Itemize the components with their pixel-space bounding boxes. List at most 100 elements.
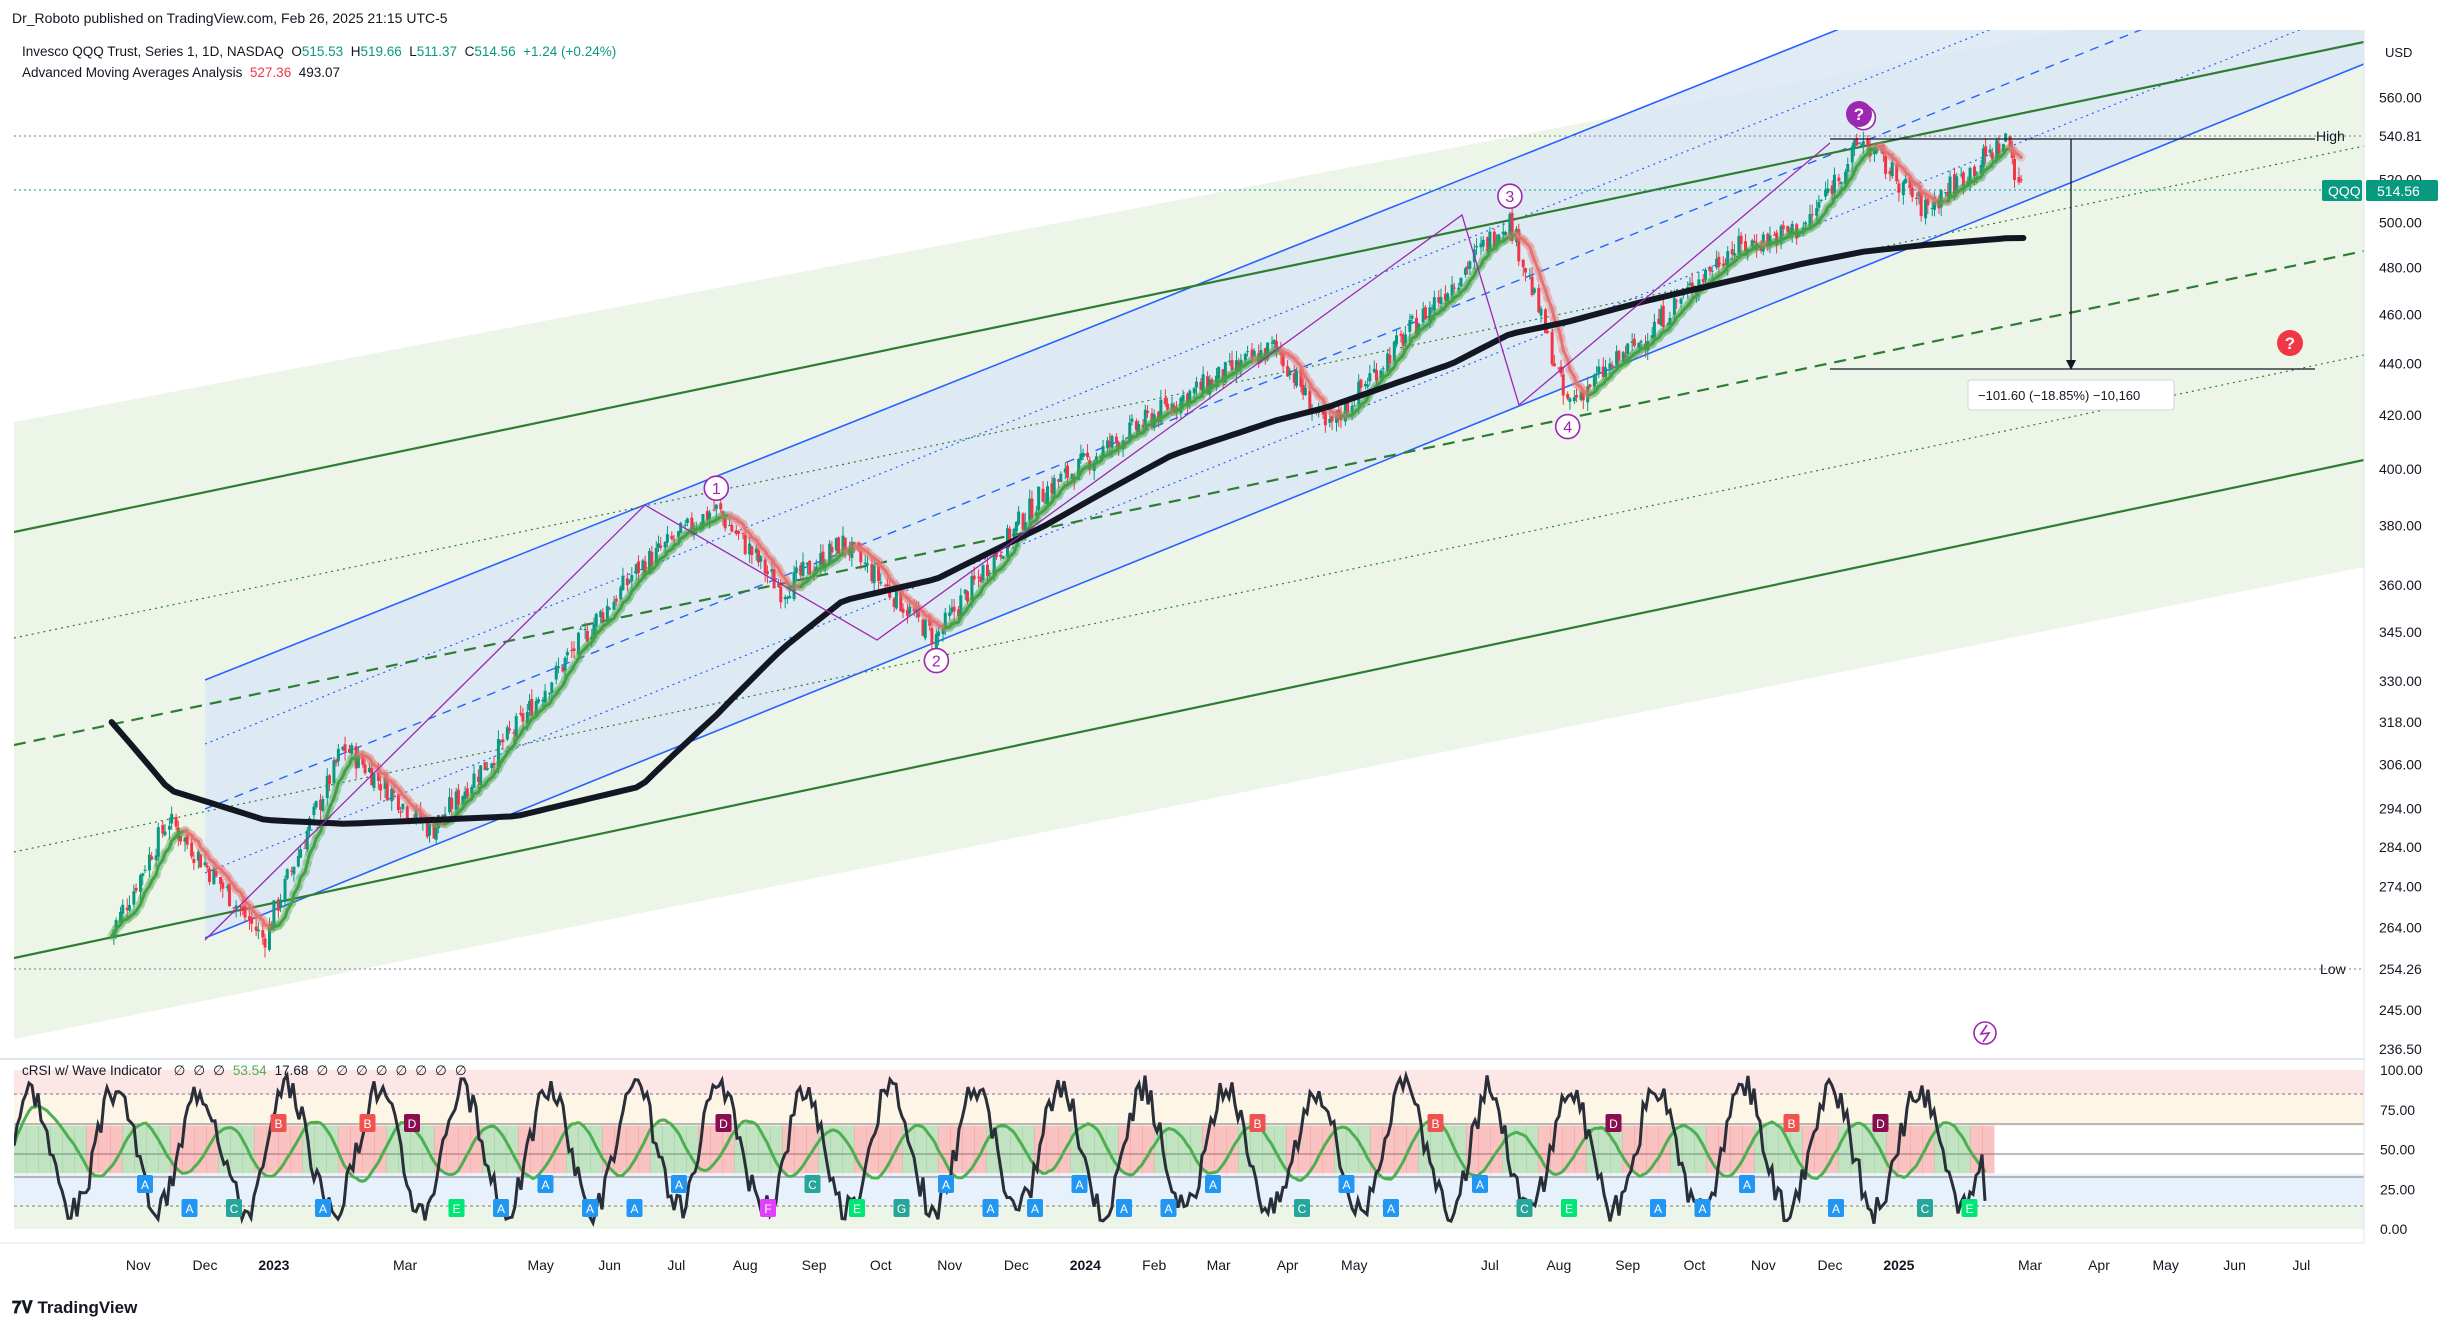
symbol-title[interactable]: Invesco QQQ Trust, Series 1, 1D, NASDAQ: [22, 44, 284, 59]
crsi-marker-18[interactable]: A: [938, 1175, 954, 1193]
crsi-marker-1[interactable]: A: [181, 1199, 198, 1217]
crsi-axis[interactable]: 100.00 75.00 50.00 25.00 0.00: [2380, 1062, 2423, 1237]
crsi-marker-29[interactable]: B: [1427, 1114, 1444, 1132]
crsi-marker-39[interactable]: D: [1872, 1114, 1889, 1132]
price-tick-9: 380.00: [2379, 518, 2422, 534]
candle-body-83: [376, 772, 380, 781]
crsi-marker-21[interactable]: A: [1071, 1175, 1088, 1193]
crsi-marker-9[interactable]: A: [537, 1175, 554, 1193]
crsi-marker-0[interactable]: A: [137, 1175, 153, 1193]
candle-body-285: [1028, 498, 1032, 521]
crsi-region-580: [1754, 1125, 1767, 1174]
candle-body-380: [1334, 411, 1338, 423]
candle-body-403: [1408, 319, 1412, 332]
crsi-marker-28[interactable]: A: [1383, 1199, 1399, 1217]
crsi-region-608: [1838, 1125, 1851, 1174]
crsi-marker-27[interactable]: A: [1338, 1175, 1355, 1193]
candle-body-289: [1041, 488, 1045, 502]
candle-body-449: [1557, 367, 1561, 369]
crsi-marker-40[interactable]: C: [1917, 1199, 1933, 1217]
price-tick-3: 500.00: [2379, 215, 2422, 231]
svg-text:2: 2: [932, 654, 941, 671]
svg-text:E: E: [1965, 1202, 1973, 1216]
svg-text:C: C: [1520, 1202, 1529, 1216]
candle-body-552: [1888, 171, 1892, 175]
candle-body-158: [619, 587, 623, 600]
wave-label-4[interactable]: 4: [1554, 413, 1581, 440]
crsi-marker-36[interactable]: A: [1739, 1175, 1755, 1193]
crsi-marker-6[interactable]: D: [404, 1114, 420, 1132]
crsi-marker-13[interactable]: D: [715, 1114, 732, 1132]
crsi-marker-19[interactable]: A: [982, 1199, 999, 1217]
candle-body-236: [870, 564, 874, 582]
crsi-marker-17[interactable]: G: [893, 1199, 910, 1217]
crsi-marker-31[interactable]: C: [1516, 1199, 1533, 1217]
price-axis-bg[interactable]: [2364, 30, 2439, 1260]
question-mark-purple[interactable]: ?: [1846, 101, 1872, 127]
time-tick-13: Feb: [1142, 1257, 1166, 1273]
crsi-marker-35[interactable]: A: [1694, 1199, 1711, 1217]
candle-body-228: [843, 537, 847, 552]
question-mark-red[interactable]: ?: [2277, 330, 2303, 356]
crsi-marker-5[interactable]: B: [359, 1114, 376, 1132]
candle-body-568: [1939, 190, 1943, 208]
candle-body-474: [1637, 342, 1641, 348]
crsi-marker-22[interactable]: A: [1116, 1199, 1132, 1217]
crsi-marker-10[interactable]: A: [582, 1199, 598, 1217]
candle-body-532: [1824, 189, 1828, 197]
crsi-region-52: [170, 1125, 183, 1174]
candle-body-543: [1859, 144, 1863, 146]
crsi-label[interactable]: cRSI w/ Wave Indicator: [22, 1063, 162, 1078]
crsi-marker-38[interactable]: A: [1828, 1199, 1844, 1217]
crsi-marker-24[interactable]: A: [1205, 1175, 1221, 1193]
crsi-marker-41[interactable]: E: [1961, 1199, 1978, 1217]
crsi-legend[interactable]: cRSI w/ Wave Indicator ∅ ∅ ∅ 53.54 17.68 ∅ ∅ ∅ ∅…: [22, 1063, 467, 1079]
crsi-marker-34[interactable]: A: [1650, 1199, 1666, 1217]
crsi-marker-3[interactable]: B: [270, 1114, 287, 1132]
candle-body-12: [147, 854, 151, 871]
candle-body-144: [572, 648, 576, 652]
candle-body-505: [1737, 236, 1741, 254]
crsi-marker-32[interactable]: E: [1561, 1199, 1577, 1217]
crsi-marker-15[interactable]: C: [804, 1175, 821, 1193]
candle-body-75: [350, 745, 354, 754]
crsi-marker-2[interactable]: C: [226, 1199, 242, 1217]
crsi-marker-30[interactable]: A: [1472, 1175, 1488, 1193]
wave-label-2[interactable]: 2: [923, 647, 950, 674]
crsi-region-72: [230, 1125, 243, 1174]
crsi-marker-11[interactable]: A: [626, 1199, 643, 1217]
candle-body-433: [1503, 231, 1507, 236]
candle-body-579: [1975, 172, 1979, 174]
crsi-marker-33[interactable]: D: [1605, 1114, 1622, 1132]
lightning-icon[interactable]: [1973, 1021, 1997, 1045]
candle-body-442: [1532, 288, 1536, 293]
crsi-marker-20[interactable]: A: [1027, 1199, 1043, 1217]
crsi-marker-16[interactable]: E: [849, 1199, 865, 1217]
crsi-value-6: ∅: [336, 1063, 348, 1078]
crsi-marker-26[interactable]: C: [1294, 1199, 1310, 1217]
crsi-marker-4[interactable]: A: [315, 1199, 331, 1217]
crsi-marker-7[interactable]: E: [448, 1199, 465, 1217]
symbol-legend[interactable]: Invesco QQQ Trust, Series 1, 1D, NASDAQ …: [22, 44, 617, 59]
crsi-marker-25[interactable]: B: [1249, 1114, 1266, 1132]
measure-tool[interactable]: −101.60 (−18.85%) −10,160: [1830, 138, 2315, 411]
candle-body-10: [141, 873, 145, 877]
crsi-marker-37[interactable]: B: [1783, 1114, 1800, 1132]
time-tick-20: Oct: [1684, 1257, 1706, 1273]
indicator-label[interactable]: Advanced Moving Averages Analysis: [22, 65, 243, 80]
price-tick-4: 480.00: [2379, 260, 2422, 276]
wave-label-3[interactable]: 3: [1497, 183, 1523, 209]
ma-ribbon: [107, 142, 2026, 941]
time-axis[interactable]: Nov Dec 2023 Mar May Jun Jul Aug Sep Oct Nov Dec 202…: [126, 1257, 2310, 1273]
crsi-marker-12[interactable]: A: [671, 1175, 687, 1193]
svg-text:C: C: [230, 1202, 239, 1216]
wave-label-1[interactable]: 1: [703, 475, 730, 502]
crsi-marker-8[interactable]: A: [493, 1199, 509, 1217]
price-axis[interactable]: 560.00520.00500.00480.00460.00440.00420.…: [2379, 90, 2422, 1057]
tradingview-logo[interactable]: 𝟕𝐕 TradingView: [12, 1298, 138, 1317]
candle-body-531: [1819, 199, 1823, 202]
crsi-marker-23[interactable]: A: [1160, 1199, 1177, 1217]
crsi-marker-14[interactable]: F: [760, 1199, 776, 1217]
indicator-legend[interactable]: Advanced Moving Averages Analysis 527.36…: [22, 65, 341, 80]
